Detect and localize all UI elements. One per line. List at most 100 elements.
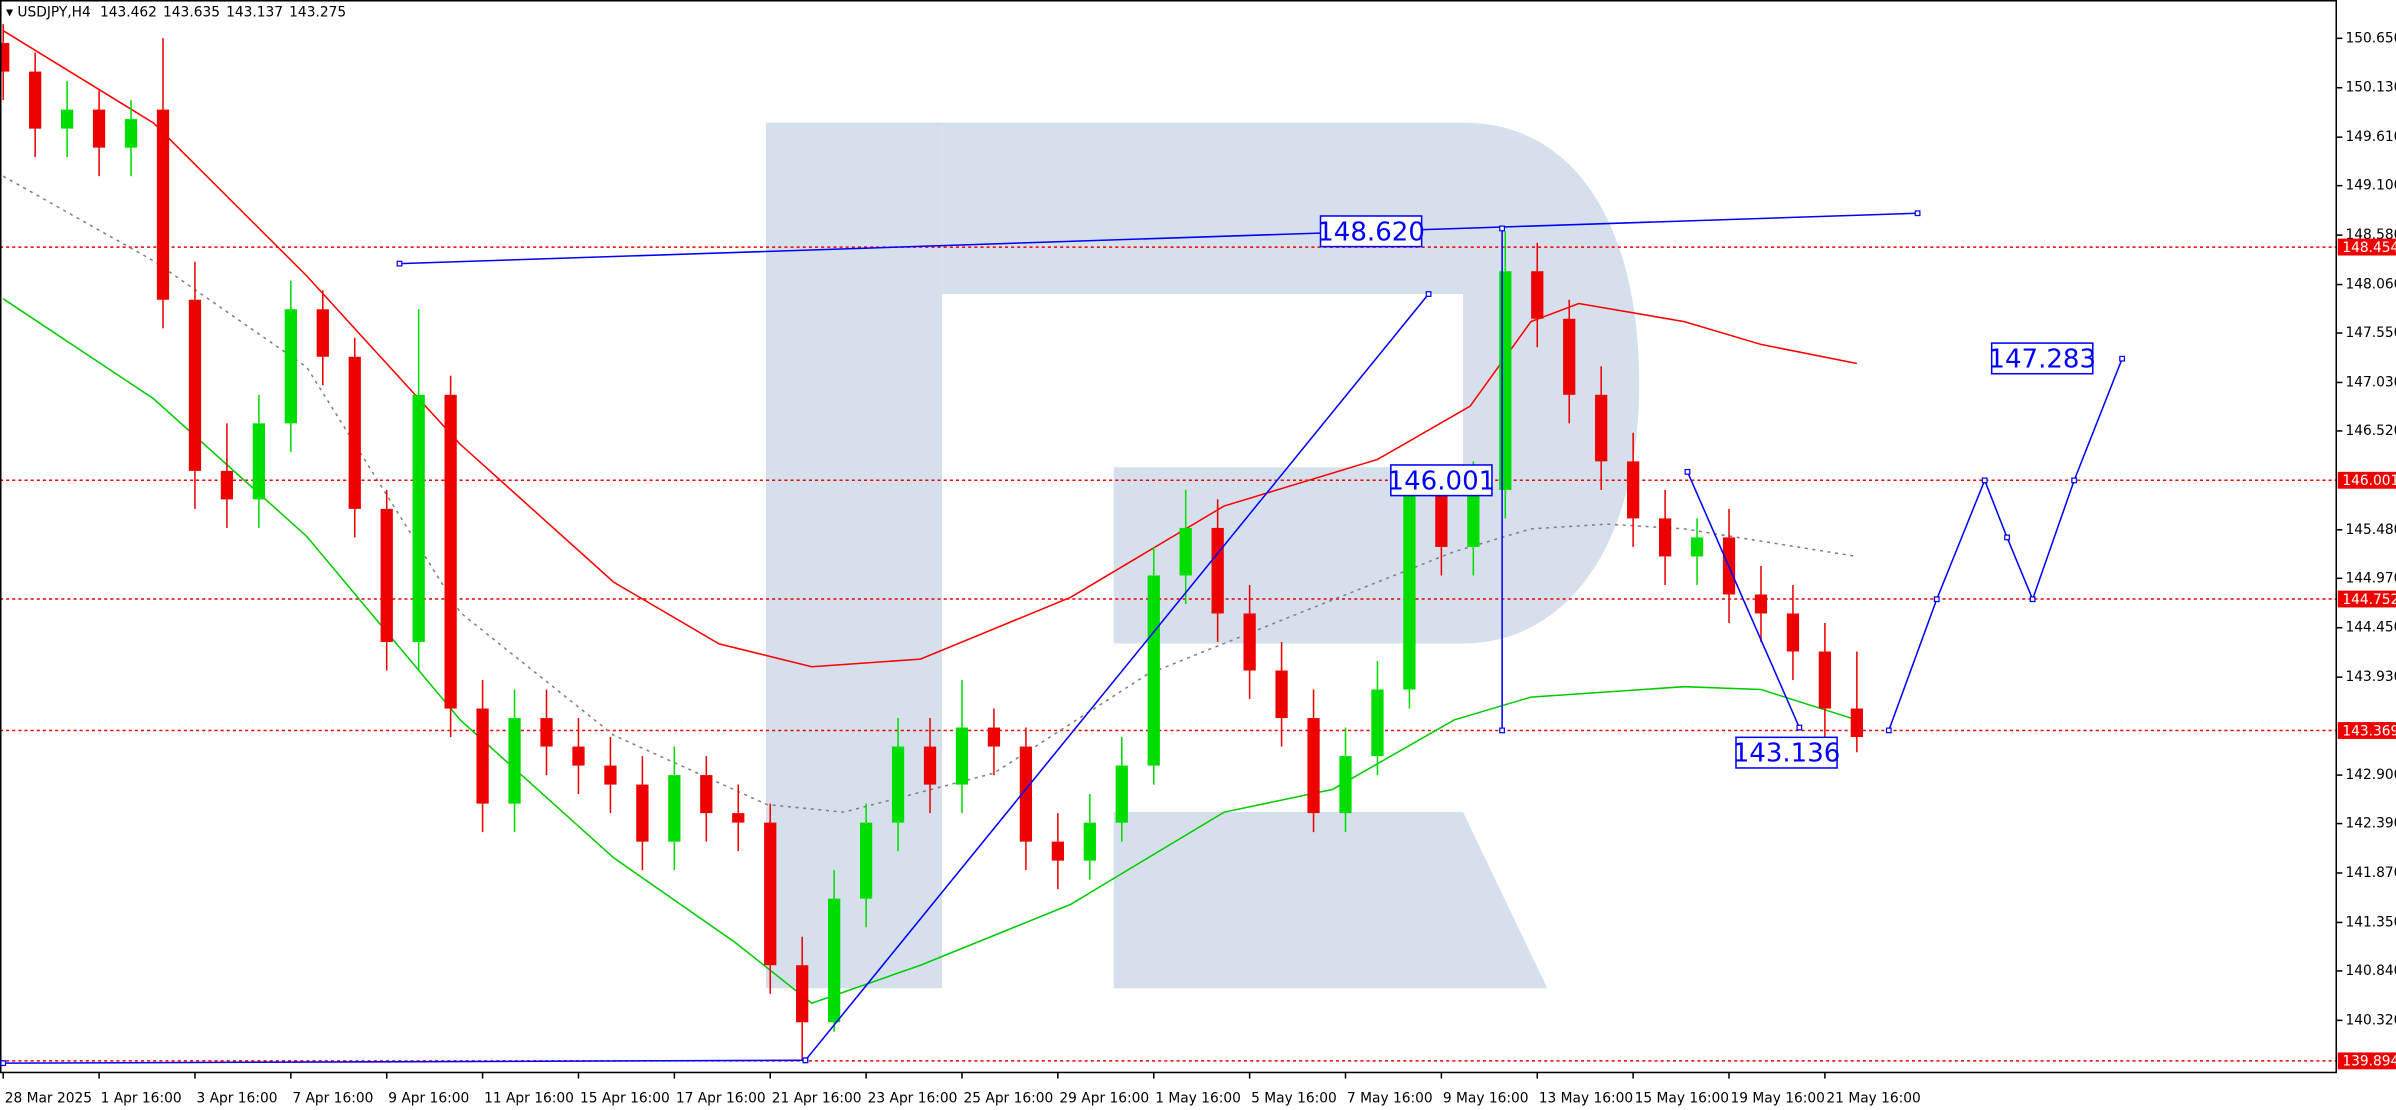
annotation-label: 148.620 <box>1317 217 1425 247</box>
candle-body <box>1211 527 1224 614</box>
candle-body <box>1850 708 1863 738</box>
x-tick-label: 3 Apr 16:00 <box>196 1091 277 1107</box>
annotation-box <box>1735 736 1838 769</box>
annotation-label: 147.283 <box>1988 344 2096 374</box>
candle-body <box>828 898 841 1023</box>
candle-body <box>1403 489 1416 690</box>
candle-body <box>540 718 553 747</box>
candle-body <box>188 299 202 471</box>
candle-body <box>1179 527 1192 576</box>
candle-body <box>1243 613 1256 671</box>
candle-body <box>284 309 297 424</box>
x-tick-label: 19 May 16:00 <box>1731 1091 1825 1107</box>
level-label: 144.752 <box>2342 592 2396 608</box>
candle-body <box>1754 594 1768 614</box>
level-label-box <box>2337 590 2396 608</box>
header-value: 143.635 <box>163 4 220 20</box>
candle-body <box>220 470 234 500</box>
candle-body <box>60 109 74 129</box>
candle-body <box>1339 756 1352 814</box>
y-tick-label: 148.060 <box>2345 277 2396 293</box>
y-tick-label: 150.650 <box>2345 30 2396 46</box>
x-tick-label: 11 Apr 16:00 <box>484 1091 574 1107</box>
header-value: 143.462 <box>100 4 157 20</box>
y-tick-label: 150.130 <box>2345 80 2396 96</box>
y-tick-label: 140.320 <box>2345 1012 2396 1028</box>
price-axis: 150.650150.130149.610149.100148.580148.0… <box>2336 30 2396 1070</box>
trend-drawing <box>399 212 1918 265</box>
drawing-anchor <box>1499 727 1506 734</box>
level-label: 139.894 <box>2342 1054 2396 1070</box>
drawing-anchor <box>2119 355 2126 362</box>
drawing-anchor <box>1425 291 1432 297</box>
drawing-anchor <box>1981 477 1988 484</box>
watermark-bowl <box>942 122 1640 644</box>
candle-body <box>764 822 777 966</box>
x-tick-label: 5 May 16:00 <box>1251 1091 1337 1107</box>
candle-body <box>1371 689 1384 757</box>
candle-body <box>923 746 937 785</box>
candle-body <box>1563 318 1576 395</box>
symbol: USDJPY,H4 <box>17 4 90 20</box>
annotation-box <box>1319 215 1423 248</box>
candle-body <box>987 727 1001 747</box>
candle-body <box>508 718 521 804</box>
y-tick-label: 149.100 <box>2345 178 2396 194</box>
candle-body <box>668 775 681 842</box>
candle-body <box>955 727 969 785</box>
x-tick-label: 7 May 16:00 <box>1347 1091 1433 1107</box>
annotation-box <box>1390 464 1493 497</box>
candle-body <box>1658 518 1672 557</box>
y-tick-label: 149.610 <box>2345 129 2396 145</box>
candle-body <box>796 965 809 1023</box>
drawing-anchor <box>1914 210 1921 217</box>
x-tick-label: 17 Apr 16:00 <box>676 1091 766 1107</box>
candle-body <box>1019 746 1033 842</box>
drawing-anchor <box>2004 534 2010 541</box>
x-tick-label: 15 May 16:00 <box>1635 1091 1729 1107</box>
drawing-anchor <box>2029 596 2036 603</box>
y-tick-label: 142.900 <box>2345 767 2396 783</box>
level-label-box <box>2337 722 2396 739</box>
candle-body <box>1307 718 1320 814</box>
candle-body <box>0 43 10 72</box>
candle-body <box>252 423 266 500</box>
drawing-anchor <box>1499 225 1506 232</box>
candle-body <box>1275 670 1288 719</box>
y-tick-label: 141.350 <box>2345 914 2396 930</box>
moving-average <box>2 30 1858 668</box>
candle-body <box>1435 489 1448 547</box>
candle-body <box>1083 822 1096 861</box>
y-tick-label: 141.870 <box>2345 865 2396 881</box>
annotation-box <box>1990 342 2094 375</box>
drawing-anchor <box>0 1060 7 1067</box>
x-tick-label: 25 Apr 16:00 <box>964 1091 1054 1107</box>
x-tick-label: 7 Apr 16:00 <box>292 1091 373 1107</box>
x-tick-label: 15 Apr 16:00 <box>580 1091 670 1107</box>
level-label: 146.001 <box>2342 473 2396 489</box>
annotation-label: 146.001 <box>1388 466 1496 496</box>
candle-body <box>1499 271 1512 490</box>
candle-body <box>1115 765 1128 823</box>
y-tick-label: 146.520 <box>2345 423 2396 439</box>
candle-body <box>348 356 361 509</box>
level-label-box <box>2337 238 2396 256</box>
candle-body <box>412 394 425 642</box>
watermark-stem <box>765 122 943 989</box>
trend-drawing <box>3 1059 806 1064</box>
candle-body <box>444 394 457 709</box>
x-tick-label: 21 Apr 16:00 <box>772 1091 862 1107</box>
candle-body <box>636 784 649 842</box>
trend-drawing <box>1686 471 1801 728</box>
candle-body <box>700 775 713 814</box>
candle-body <box>156 109 170 300</box>
x-tick-label: 23 Apr 16:00 <box>868 1091 958 1107</box>
candle-body <box>1051 841 1064 861</box>
candle-body <box>732 813 745 823</box>
drawing-anchor <box>1933 596 1940 603</box>
candle-body <box>1786 613 1800 652</box>
candle-body <box>92 109 106 148</box>
y-tick-label: 147.550 <box>2345 325 2396 341</box>
drawing-anchor <box>1885 727 1892 734</box>
